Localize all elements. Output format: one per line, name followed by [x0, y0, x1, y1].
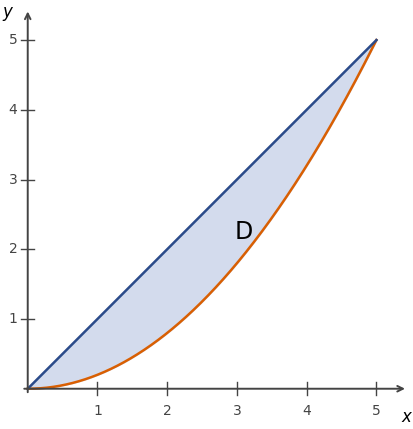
Text: 2: 2	[163, 404, 171, 418]
Text: 5: 5	[372, 404, 381, 418]
Text: 3: 3	[9, 172, 17, 187]
Text: y: y	[2, 3, 12, 21]
Text: 4: 4	[9, 103, 17, 117]
Text: 2: 2	[9, 242, 17, 256]
Text: 1: 1	[93, 404, 102, 418]
Text: 5: 5	[9, 33, 17, 47]
Text: x: x	[401, 408, 411, 426]
Text: 1: 1	[8, 312, 17, 326]
Text: D: D	[235, 220, 253, 244]
Text: 3: 3	[233, 404, 241, 418]
Text: 4: 4	[302, 404, 311, 418]
